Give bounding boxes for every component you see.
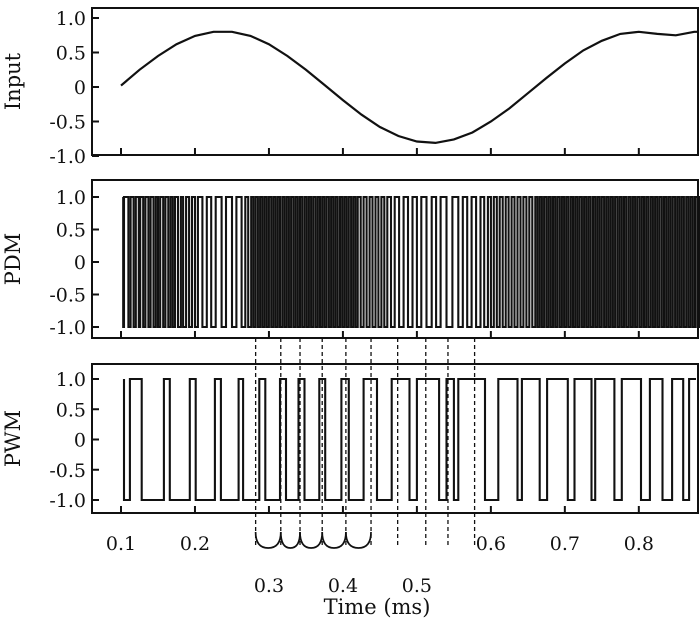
y-tick-label: 1.0: [56, 369, 86, 391]
y-tick-label: 0.5: [56, 220, 86, 242]
interval-brace: [299, 531, 324, 549]
y-axis-title: Input: [1, 52, 25, 110]
pdm-panel: 1.0 0.5 0 -0.5 -1.0 PDM: [1, 179, 700, 339]
y-tick-label: -1.0: [49, 490, 86, 512]
x-axis-title: Time (ms): [324, 595, 431, 619]
y-tick-label: 0.5: [56, 399, 86, 421]
y-tick-label: 0.5: [56, 43, 86, 65]
x-tick-label: 0.8: [624, 533, 654, 555]
pwm-series-line: [122, 377, 696, 502]
y-tick-label: -0.5: [49, 112, 86, 134]
x-tick-label: 0.6: [476, 533, 506, 555]
pwm-panel: 1.0 0.5 0 -0.5 -1.0 PWM 0.1 0.2 0.3 0.4 0.5 0.6 0.7 0…: [1, 363, 699, 597]
x-tick-label: 0.1: [106, 533, 136, 555]
x-tick-label: 0.3: [254, 575, 284, 597]
x-tick-label: 0.2: [180, 533, 210, 555]
y-tick-label: 0: [74, 77, 86, 99]
y-axis-title: PWM: [1, 410, 25, 467]
y-tick-label: 1.0: [56, 8, 86, 30]
interval-brace: [254, 531, 282, 549]
pdm-series-line: [122, 195, 700, 329]
y-axis-title: PDM: [1, 233, 25, 285]
interval-brace: [321, 531, 347, 549]
interval-brace: [345, 531, 372, 549]
plot-frame: [91, 363, 699, 514]
x-tick-label: 0.7: [550, 533, 580, 555]
input-panel: 1.0 0.5 0 -0.5 -1.0 Input: [1, 7, 699, 168]
plot-frame: [91, 7, 699, 156]
y-tick-label: -0.5: [49, 460, 86, 482]
x-tick-label: 0.5: [402, 575, 432, 597]
y-tick-label: -1.0: [49, 317, 86, 339]
y-tick-label: 0: [74, 252, 86, 274]
x-tick-label: 0.4: [328, 575, 358, 597]
y-tick-label: -1.0: [49, 146, 86, 168]
y-tick-label: 0: [74, 430, 86, 452]
y-tick-label: -0.5: [49, 285, 86, 307]
y-tick-label: 1.0: [56, 187, 86, 209]
interval-brace: [279, 531, 301, 549]
guide-overlay: [254, 338, 476, 549]
input-series-line: [120, 30, 698, 145]
